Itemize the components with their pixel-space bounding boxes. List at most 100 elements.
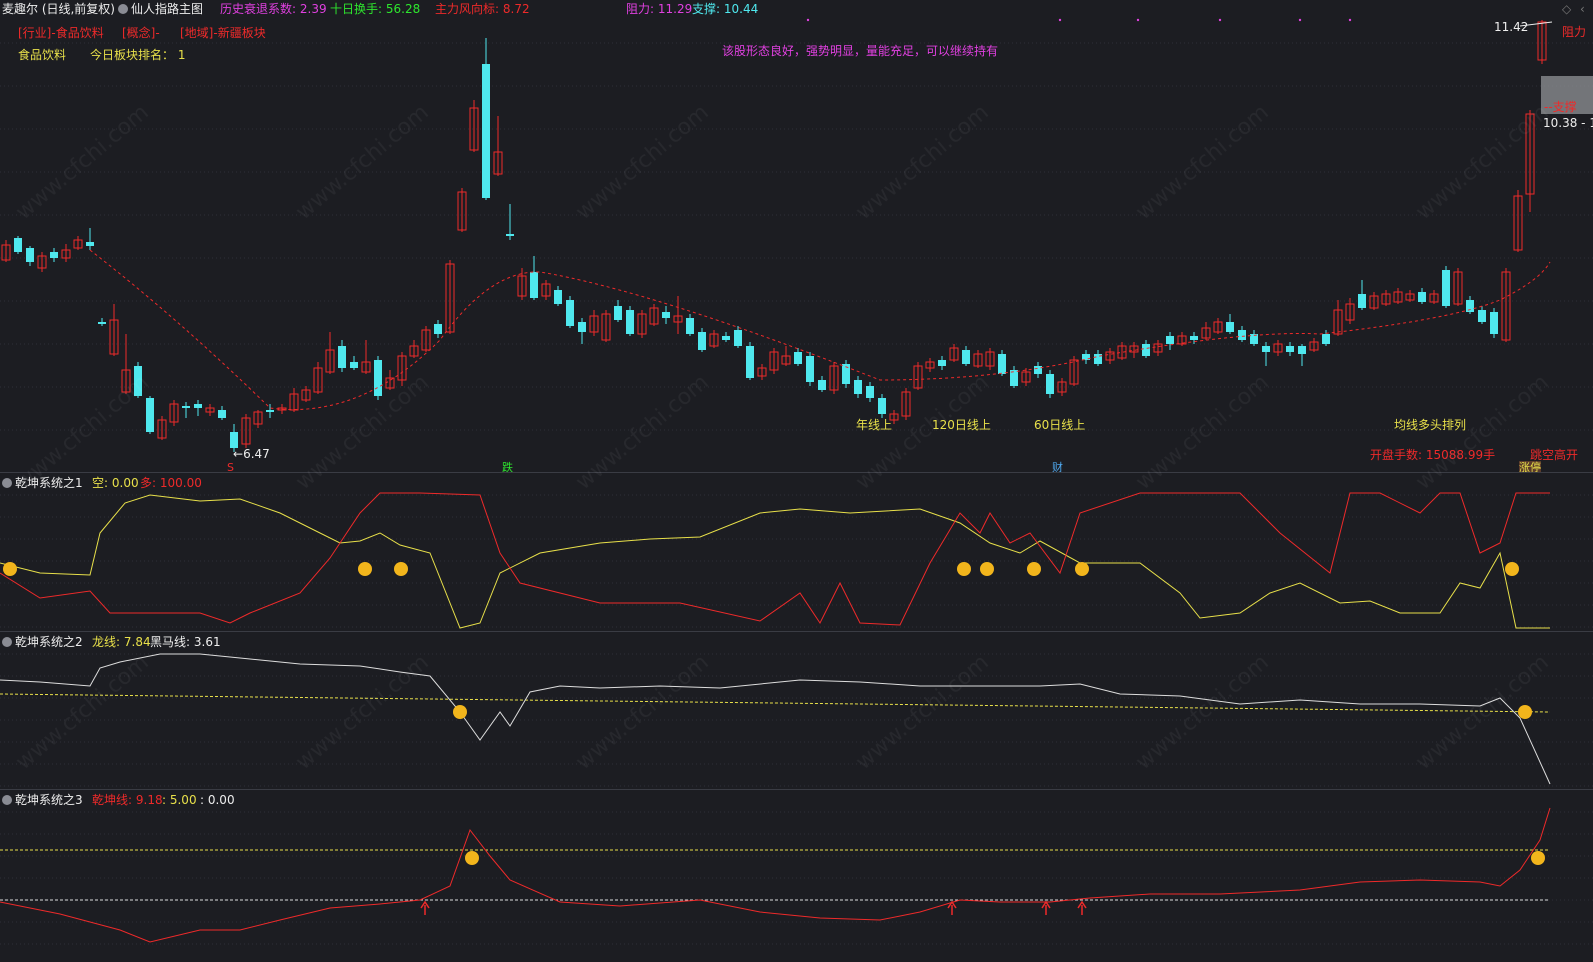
panel2-title: 乾坤系统之2 [15, 635, 83, 649]
collapse-icon[interactable]: ‹ [1580, 2, 1585, 16]
resist-value: 11.29 [657, 2, 693, 16]
candle-body [806, 356, 814, 382]
candle-body [1250, 334, 1258, 344]
turnover-value: 56.28 [385, 2, 421, 16]
candle-body [1393, 291, 1403, 303]
buy-signal-icon [1505, 562, 1519, 576]
candle-body [829, 365, 839, 391]
buy-signal-icon [980, 562, 994, 576]
buy-signal-icon [1075, 562, 1089, 576]
resist-label: 阻力: [626, 2, 655, 16]
horse-line [0, 693, 1551, 713]
indicator-panel-2[interactable]: 乾坤系统之2 龙线: 7.84 黑马线: 3.61 [0, 632, 1593, 789]
candle-body [421, 329, 431, 351]
diamond-icon[interactable]: ◇ [1562, 2, 1572, 16]
panel2-menu-icon[interactable] [2, 637, 12, 647]
indicator-selector[interactable]: 仙人指路主图 [118, 2, 203, 16]
candle-body [506, 234, 514, 236]
candle-body [925, 361, 935, 369]
panel3-value-3: : 0.00 [200, 793, 235, 807]
panel3-value-2: : 5.00 [162, 793, 197, 807]
candle-body [517, 275, 527, 297]
panel1-chart [0, 492, 1593, 629]
marker-s: S [227, 461, 234, 474]
price-high-label: 11.42 [1494, 20, 1529, 34]
candle-body [1273, 343, 1283, 353]
candle-body [338, 346, 346, 368]
candle-body [673, 315, 683, 323]
resist-pointer [1519, 21, 1553, 27]
signal-dot [1218, 18, 1222, 22]
panel3-chart [0, 807, 1593, 945]
candle-body [938, 360, 946, 366]
horse-value: 3.61 [193, 635, 221, 649]
candle-body [493, 151, 503, 175]
indicator-panel-1[interactable]: 乾坤系统之1 空: 0.00 多: 100.00 [0, 473, 1593, 631]
annotation-120-line: 120日线上 [932, 418, 991, 432]
support-zone [1541, 76, 1593, 114]
candle-body [722, 336, 730, 340]
candle-body [1034, 366, 1042, 374]
history-label: 历史衰退系数: [220, 2, 297, 16]
candle-body [578, 322, 586, 332]
candle-body [866, 386, 874, 398]
candle-body [169, 403, 179, 423]
qk-label: 乾坤线: [92, 793, 133, 807]
candle-body [614, 306, 622, 320]
buy-signal-icon [465, 851, 479, 865]
candle-body [662, 312, 670, 318]
support-label: 支撑: [692, 2, 721, 16]
candle-body [1501, 271, 1511, 341]
candle-body [1177, 335, 1187, 345]
candle-body [1213, 321, 1223, 333]
industry-tag[interactable]: [行业]-食品饮料 [18, 26, 104, 40]
candle-body [794, 352, 802, 364]
candle-body [157, 419, 167, 439]
signal-dot [1348, 18, 1352, 22]
candlestick-chart[interactable] [0, 0, 1593, 472]
main-chart-panel[interactable]: 麦趣尔 (日线,前复权) 仙人指路主图 历史衰退系数: 2.39 十日换手: 5… [0, 0, 1593, 475]
panel1-title: 乾坤系统之1 [15, 476, 83, 490]
panel1-menu-icon[interactable] [2, 478, 12, 488]
candle-body [698, 332, 706, 350]
open-volume: 开盘手数: 15088.99手 [1370, 448, 1496, 462]
candle-body [1418, 292, 1426, 302]
candle-body [1046, 374, 1054, 394]
candle-body [361, 361, 371, 373]
indicator-name: 仙人指路主图 [131, 2, 204, 16]
panel3-menu-icon[interactable] [2, 795, 12, 805]
candle-body [445, 263, 455, 333]
candle-body [1513, 195, 1523, 251]
candle-body [913, 365, 923, 389]
candle-body [50, 252, 58, 258]
low-price-value: 6.47 [243, 447, 270, 461]
dragon-value: 7.84 [123, 635, 151, 649]
candle-body [1298, 346, 1306, 354]
sector-name: 食品饮料 [18, 48, 67, 62]
candle-body [1082, 354, 1090, 360]
candle-body [266, 410, 274, 412]
annotation-60-line: 60日线上 [1034, 418, 1086, 432]
candle-body [1478, 310, 1486, 322]
candle-body [1021, 371, 1031, 383]
candle-body [541, 283, 551, 297]
candle-body [1105, 351, 1115, 361]
candle-body [121, 369, 131, 393]
concept-tag[interactable]: [概念]- [122, 26, 160, 40]
panel3-title: 乾坤系统之3 [15, 793, 83, 807]
history-value: 2.39 [299, 2, 327, 16]
support-value: 10.44 [723, 2, 759, 16]
candle-body [530, 272, 538, 298]
candle-body [98, 322, 106, 324]
candle-body [146, 398, 154, 432]
candle-body [457, 191, 467, 231]
candle-body [1226, 322, 1234, 332]
candle-body [1345, 303, 1355, 321]
candle-body [1358, 294, 1366, 308]
indicator-panel-3[interactable]: 乾坤系统之3 乾坤线: 9.18 : 5.00 : 0.00 [0, 790, 1593, 962]
candle-body [1333, 309, 1343, 335]
region-tag[interactable]: [地域]-新疆板块 [180, 26, 266, 40]
buy-signal-icon [394, 562, 408, 576]
signal-dot [1298, 18, 1302, 22]
up-arrow-icon [420, 900, 430, 915]
